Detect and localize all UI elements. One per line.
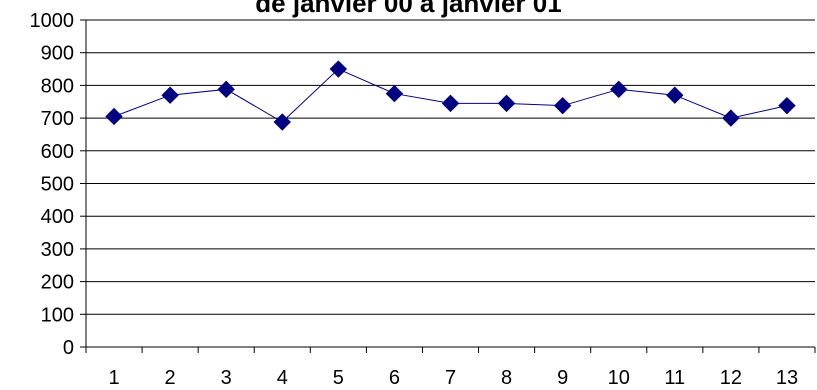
x-tick-label: 13 [776,367,798,389]
data-point-marker [385,84,404,103]
x-tick-label: 9 [557,367,568,389]
y-tick-label: 700 [41,108,74,130]
y-tick-label: 900 [41,43,74,65]
x-tick-label: 7 [445,367,456,389]
x-tick-label: 10 [608,367,630,389]
y-tick-labels: 0 100 200 300 400 500 600 700 800 900 1000 [30,10,75,359]
data-point-marker [553,96,572,115]
data-point-marker [778,96,796,115]
x-tick-label: 5 [333,367,344,389]
data-point-marker [722,109,740,127]
x-tick-label: 8 [501,367,512,389]
y-tick-label: 600 [41,141,74,163]
data-point-marker [329,60,348,78]
chart-title: de janvier 00 à janvier 01 [255,0,562,18]
data-point-marker [610,80,628,99]
y-tick-label: 500 [41,174,74,196]
data-point-marker [497,94,516,113]
y-tick-label: 100 [41,304,74,326]
x-tick-label: 12 [720,367,742,389]
x-tick-label: 3 [221,367,232,389]
series-line-group [105,60,796,131]
y-tick-label: 800 [41,75,74,97]
data-point-marker [441,94,460,113]
y-tick-label: 0 [63,337,74,359]
y-tick-label: 200 [41,272,74,294]
axes [80,19,816,353]
y-tick-label: 300 [41,239,74,261]
y-tick-label: 1000 [30,10,75,32]
data-point-marker [273,113,291,131]
x-tick-label: 6 [389,367,400,389]
x-tick-labels: 1 2 3 4 5 6 7 8 9 10 11 12 13 [108,367,798,389]
data-point-marker [666,86,684,104]
y-tick-label: 400 [41,206,74,228]
x-tick-label: 11 [664,367,685,389]
x-tick-label: 4 [277,367,288,389]
data-point-marker [105,107,123,126]
x-tick-label: 1 [108,367,119,389]
x-tick-label: 2 [165,367,176,389]
data-point-marker [217,80,235,99]
data-point-marker [161,86,179,104]
gridlines [86,19,815,315]
